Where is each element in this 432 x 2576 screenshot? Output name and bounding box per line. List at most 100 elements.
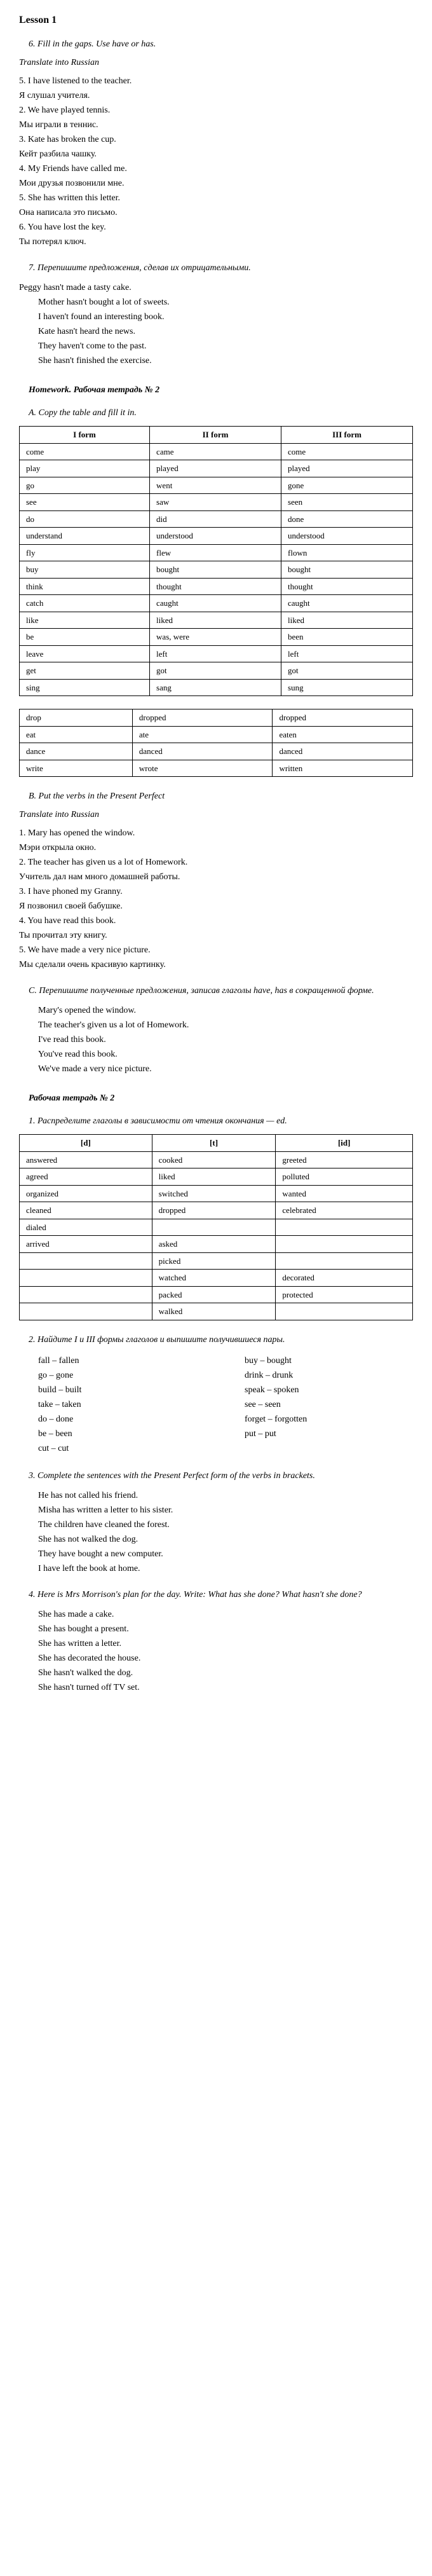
table-cell: gone bbox=[281, 477, 413, 494]
text-line: 2. The teacher has given us a lot of Hom… bbox=[19, 856, 413, 869]
text-line: Misha has written a letter to his sister… bbox=[38, 1504, 413, 1517]
hw2-title: Рабочая тетрадь № 2 bbox=[29, 1092, 413, 1105]
table-cell: like bbox=[20, 612, 150, 629]
text-line: She has made a cake. bbox=[38, 1608, 413, 1621]
ex3-header: 3. Complete the sentences with the Prese… bbox=[29, 1469, 413, 1483]
table-cell: got bbox=[281, 662, 413, 680]
text-line: 5. I have listened to the teacher. bbox=[19, 74, 413, 88]
table-cell: dance bbox=[20, 743, 133, 760]
table-cell: celebrated bbox=[276, 1202, 413, 1219]
table-cell: went bbox=[150, 477, 281, 494]
table-cell: see bbox=[20, 494, 150, 511]
text-line: 3. Kate has broken the cup. bbox=[19, 133, 413, 146]
table-cell: sing bbox=[20, 679, 150, 696]
text-line: be – been bbox=[38, 1427, 206, 1441]
text-line: do – done bbox=[38, 1413, 206, 1426]
table-row: dropdroppeddropped bbox=[20, 709, 413, 727]
exB-subtitle: Translate into Russian bbox=[19, 808, 413, 821]
table-header: III form bbox=[281, 427, 413, 444]
table-row: eatateeaten bbox=[20, 726, 413, 743]
text-line: They have bought a new computer. bbox=[38, 1547, 413, 1561]
table-cell: liked bbox=[150, 612, 281, 629]
table-cell: protected bbox=[276, 1286, 413, 1303]
table-row: writewrotewritten bbox=[20, 760, 413, 777]
table-cell: flew bbox=[150, 544, 281, 561]
table-row: answeredcookedgreeted bbox=[20, 1151, 413, 1168]
text-line: 3. I have phoned my Granny. bbox=[19, 885, 413, 898]
text-line: 1. Mary has opened the window. bbox=[19, 826, 413, 840]
table-cell: understood bbox=[281, 528, 413, 545]
text-line: Мэри открыла окно. bbox=[19, 841, 413, 854]
text-line: They haven't come to the past. bbox=[38, 339, 413, 353]
table-row: comecamecome bbox=[20, 443, 413, 460]
ex7-header: 7. Перепишите предложения, сделав их отр… bbox=[29, 261, 413, 275]
table-cell: buy bbox=[20, 561, 150, 579]
text-line: Учитель дал нам много домашней работы. bbox=[19, 870, 413, 884]
table-cell: packed bbox=[152, 1286, 276, 1303]
table-cell: seen bbox=[281, 494, 413, 511]
text-line: We've made a very nice picture. bbox=[38, 1062, 413, 1076]
table-cell bbox=[276, 1303, 413, 1320]
table-cell: bought bbox=[281, 561, 413, 579]
ed-table: [d][t][id] answeredcookedgreetedagreedli… bbox=[19, 1134, 413, 1320]
text-line: 4. You have read this book. bbox=[19, 914, 413, 928]
table-cell: understood bbox=[150, 528, 281, 545]
table-row: buyboughtbought bbox=[20, 561, 413, 579]
table-row: thinkthoughtthought bbox=[20, 578, 413, 595]
table-cell bbox=[276, 1252, 413, 1270]
table-cell: done bbox=[281, 510, 413, 528]
table-row: picked bbox=[20, 1252, 413, 1270]
table-cell: switched bbox=[152, 1185, 276, 1202]
table-cell bbox=[20, 1270, 152, 1287]
verb-table-1: I formII formIII form comecamecomeplaypl… bbox=[19, 426, 413, 696]
text-line: 2. We have played tennis. bbox=[19, 104, 413, 117]
table-cell: dropped bbox=[273, 709, 413, 727]
text-line: fall – fallen bbox=[38, 1354, 206, 1367]
table-cell: danced bbox=[273, 743, 413, 760]
table-cell: fly bbox=[20, 544, 150, 561]
text-line: She hasn't walked the dog. bbox=[38, 1666, 413, 1680]
table-cell: written bbox=[273, 760, 413, 777]
table-cell: cleaned bbox=[20, 1202, 152, 1219]
table-row: singsangsung bbox=[20, 679, 413, 696]
table-cell: dialed bbox=[20, 1219, 152, 1236]
table-row: bewas, werebeen bbox=[20, 629, 413, 646]
table-row: arrivedasked bbox=[20, 1236, 413, 1253]
table-cell bbox=[276, 1236, 413, 1253]
table-row: flyflewflown bbox=[20, 544, 413, 561]
table-cell: be bbox=[20, 629, 150, 646]
text-line: Мои друзья позвонили мне. bbox=[19, 177, 413, 190]
ex4-header: 4. Here is Mrs Morrison's plan for the d… bbox=[29, 1588, 413, 1601]
table-header: [t] bbox=[152, 1135, 276, 1152]
table-row: organizedswitchedwanted bbox=[20, 1185, 413, 1202]
table-row: watcheddecorated bbox=[20, 1270, 413, 1287]
table-cell: saw bbox=[150, 494, 281, 511]
lesson-title: Lesson 1 bbox=[19, 13, 413, 28]
table-cell: thought bbox=[281, 578, 413, 595]
text-line: Kate hasn't heard the news. bbox=[38, 325, 413, 338]
text-line: Mother hasn't bought a lot of sweets. bbox=[38, 296, 413, 309]
table-cell: greeted bbox=[276, 1151, 413, 1168]
table-cell: think bbox=[20, 578, 150, 595]
ex6-subtitle: Translate into Russian bbox=[19, 56, 413, 69]
table-cell: got bbox=[150, 662, 281, 680]
table-cell: did bbox=[150, 510, 281, 528]
text-line: Peggy hasn't made a tasty cake. bbox=[19, 281, 413, 294]
table-cell: thought bbox=[150, 578, 281, 595]
table-cell: liked bbox=[152, 1168, 276, 1186]
table-cell: left bbox=[281, 645, 413, 662]
table-cell: eat bbox=[20, 726, 133, 743]
table-cell: sang bbox=[150, 679, 281, 696]
text-line: 5. She has written this letter. bbox=[19, 191, 413, 205]
table-cell: dropped bbox=[132, 709, 273, 727]
text-line: She has decorated the house. bbox=[38, 1652, 413, 1665]
table-row: dodiddone bbox=[20, 510, 413, 528]
table-row: catchcaughtcaught bbox=[20, 595, 413, 612]
text-line: forget – forgotten bbox=[245, 1413, 413, 1426]
table-cell bbox=[20, 1303, 152, 1320]
text-line: He has not called his friend. bbox=[38, 1489, 413, 1502]
text-line: I've read this book. bbox=[38, 1033, 413, 1046]
table-cell: played bbox=[150, 460, 281, 477]
text-line: Мы сделали очень красивую картинку. bbox=[19, 958, 413, 971]
table-row: dialed bbox=[20, 1219, 413, 1236]
